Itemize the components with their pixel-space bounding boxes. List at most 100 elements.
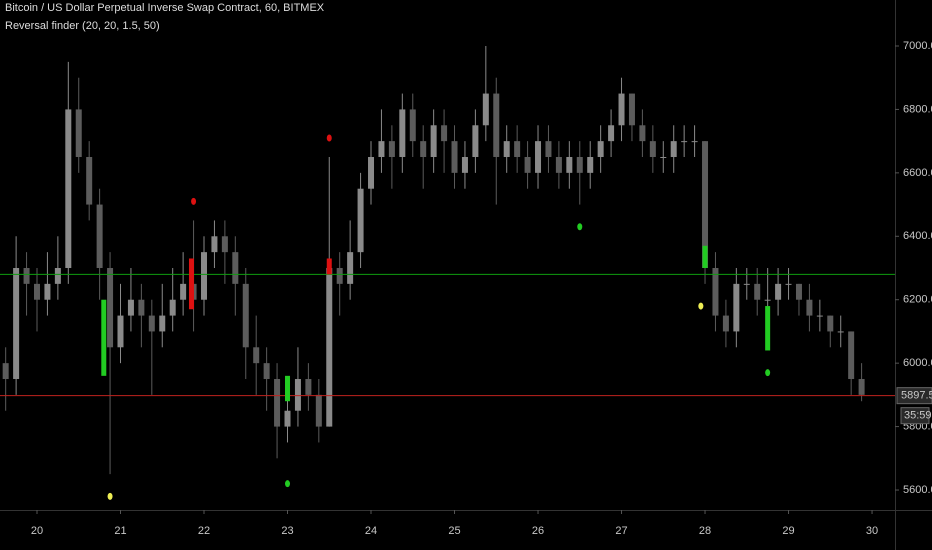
candle-body <box>86 156 93 205</box>
x-tick-label: 28 <box>699 525 711 537</box>
y-tick-label: 6800.0 <box>903 103 932 115</box>
candle-body <box>148 315 155 332</box>
candle-body <box>628 93 635 126</box>
candle-body <box>764 299 771 301</box>
candle-body <box>221 236 228 253</box>
candle-body <box>253 347 260 364</box>
signal-dot <box>191 197 197 205</box>
indicator-label: Reversal finder (20, 20, 1.5, 50) <box>5 20 160 32</box>
candle-body <box>378 141 385 157</box>
candle-body <box>587 156 594 173</box>
candle-body <box>754 283 761 300</box>
plot <box>0 45 895 500</box>
x-tick-label: 22 <box>198 525 210 537</box>
y-tick-label: 6200.0 <box>903 294 932 306</box>
candle-body <box>597 141 604 157</box>
candle-body <box>420 141 427 157</box>
countdown: 35:59 <box>904 410 932 422</box>
candle-body <box>201 252 208 300</box>
candle-body <box>169 299 176 316</box>
candle-body <box>472 125 479 157</box>
candle-body <box>691 141 698 143</box>
candle-body <box>388 141 395 157</box>
candle-body <box>848 331 855 380</box>
candle-body <box>555 156 562 173</box>
candle-body <box>232 252 239 284</box>
candle-body <box>2 363 9 380</box>
signal-bar <box>702 245 708 269</box>
candle-body <box>274 379 281 427</box>
signal-dot <box>577 223 583 231</box>
candle-body <box>180 283 187 300</box>
candle-body <box>514 141 521 157</box>
candle-body <box>670 141 677 157</box>
x-tick-label: 21 <box>114 525 126 537</box>
signal-bar <box>101 299 107 376</box>
signal-bar <box>765 306 771 351</box>
signal-dot <box>107 492 113 500</box>
candle-body <box>576 156 583 173</box>
price-label-box <box>896 387 932 405</box>
countdown-box <box>900 407 930 425</box>
candle-body <box>430 125 437 157</box>
signal-dot <box>765 369 771 377</box>
candle-body <box>566 156 573 173</box>
candle-body <box>117 315 124 348</box>
candle-body <box>608 125 615 142</box>
signal-dot <box>326 134 332 142</box>
signal-bar <box>326 258 332 275</box>
x-tick-label: 27 <box>615 525 627 537</box>
price-label: 5897.5 <box>901 390 932 402</box>
candle-body <box>451 141 458 173</box>
candle-body <box>712 268 719 316</box>
candle-body <box>336 268 343 284</box>
candle-body <box>837 331 844 333</box>
x-tick-label: 23 <box>281 525 293 537</box>
candle-body <box>785 283 792 285</box>
candle-body <box>733 283 740 332</box>
candle-body <box>795 283 802 300</box>
candle-body <box>399 109 406 157</box>
candle-body <box>284 410 291 427</box>
candle-body <box>722 315 729 332</box>
candle-body <box>357 188 364 253</box>
x-tick-label: 24 <box>365 525 377 537</box>
candle-body <box>618 93 625 126</box>
y-tick-label: 6400.0 <box>903 230 932 242</box>
candle-body <box>107 268 114 348</box>
candle-body <box>409 109 416 142</box>
y-tick-label: 5600.0 <box>903 484 932 496</box>
candle-body <box>159 315 166 332</box>
signal-bar <box>188 258 194 310</box>
signal-dot <box>285 480 291 488</box>
candle-body <box>242 283 249 348</box>
candle-body <box>660 156 667 158</box>
chart-title: Bitcoin / US Dollar Perpetual Inverse Sw… <box>5 2 325 14</box>
x-tick-label: 25 <box>448 525 460 537</box>
candle-body <box>368 156 375 189</box>
candle-body <box>681 141 688 143</box>
candle-body <box>23 268 30 284</box>
x-tick-label: 29 <box>782 525 794 537</box>
candle-body <box>482 93 489 126</box>
y-tick-label: 6000.0 <box>903 357 932 369</box>
candle-body <box>44 283 51 300</box>
signal-bar <box>285 375 291 402</box>
candle-body <box>545 141 552 157</box>
candle-body <box>347 252 354 284</box>
y-tick-label: 6600.0 <box>903 167 932 179</box>
candle-body <box>96 204 103 269</box>
candle-body <box>65 109 72 269</box>
candle-body <box>75 109 82 157</box>
candle-body <box>211 236 218 253</box>
candle-body <box>806 299 813 316</box>
candle-body <box>535 141 542 173</box>
candle-body <box>127 299 134 316</box>
candle-body <box>441 125 448 142</box>
candle-body <box>639 125 646 142</box>
candle-body <box>305 379 312 395</box>
x-tick-label: 20 <box>31 525 43 537</box>
